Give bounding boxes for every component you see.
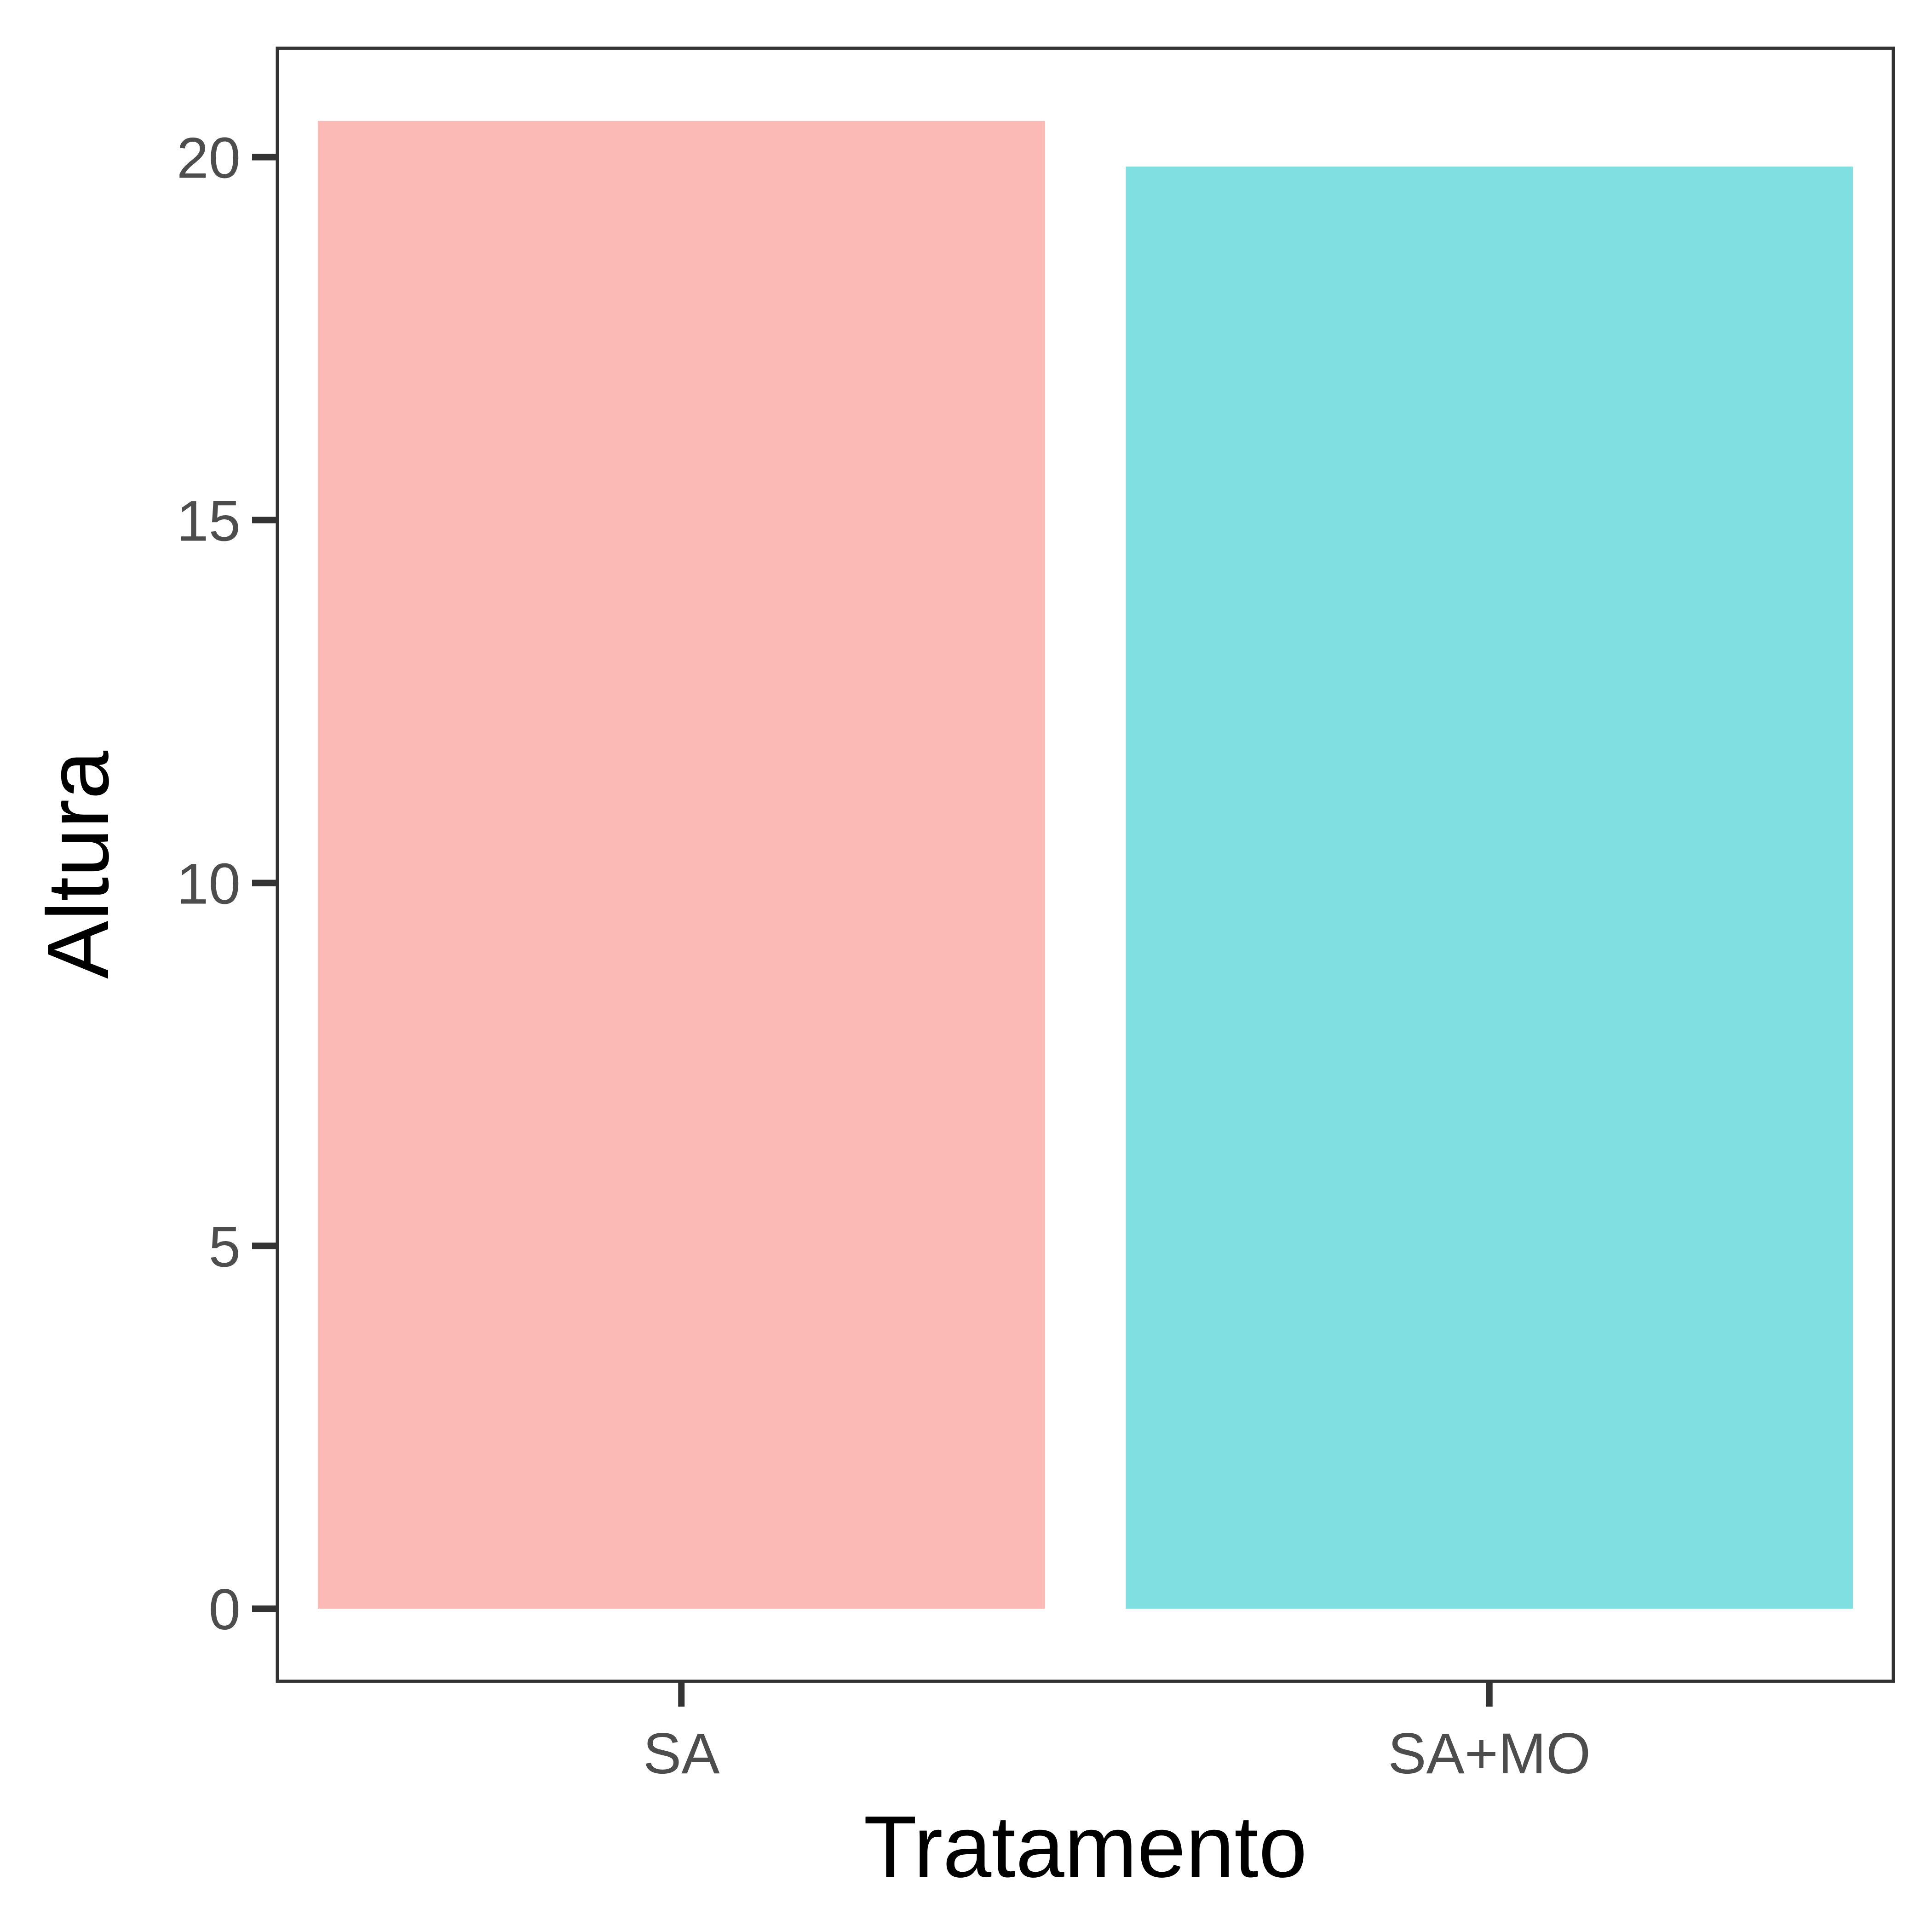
y-tick-label: 0 <box>208 1578 241 1642</box>
y-tick-label: 10 <box>177 852 241 916</box>
plot-panel-border <box>276 46 1895 1683</box>
y-axis: 0 5 10 15 20 <box>177 126 277 1642</box>
y-tick-label: 5 <box>208 1215 241 1279</box>
y-tick-label: 15 <box>177 489 241 553</box>
bar-sa <box>317 121 1045 1609</box>
bar-sa-mo <box>1126 167 1853 1609</box>
y-axis-title: Altura <box>29 751 127 979</box>
x-tick-label: SA <box>643 1722 720 1786</box>
x-axis: SA SA+MO <box>643 1681 1591 1786</box>
y-tick-label: 20 <box>177 126 241 190</box>
bars-layer <box>317 121 1853 1609</box>
x-tick-label: SA+MO <box>1388 1722 1591 1786</box>
x-axis-title: Tratamento <box>863 1798 1307 1896</box>
